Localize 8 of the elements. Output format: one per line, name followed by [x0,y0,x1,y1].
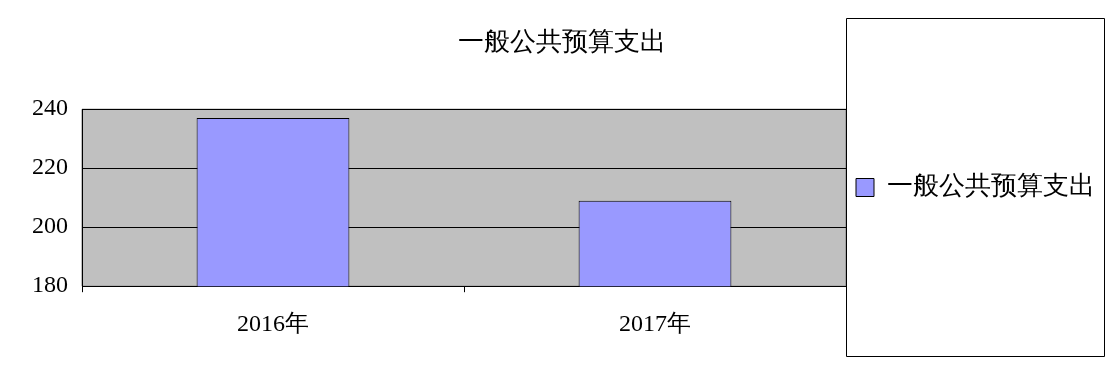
x-tick-label: 2017年 [619,309,691,336]
y-tick-label: 220 [32,153,68,180]
y-tick-label: 180 [32,271,68,298]
x-tick-label: 2016年 [237,309,309,336]
legend-label: 一般公共预算支出 [887,171,1095,201]
y-tick-label: 200 [32,212,68,239]
y-tick-label: 240 [32,94,68,121]
chart-title: 一般公共预算支出 [457,27,666,57]
